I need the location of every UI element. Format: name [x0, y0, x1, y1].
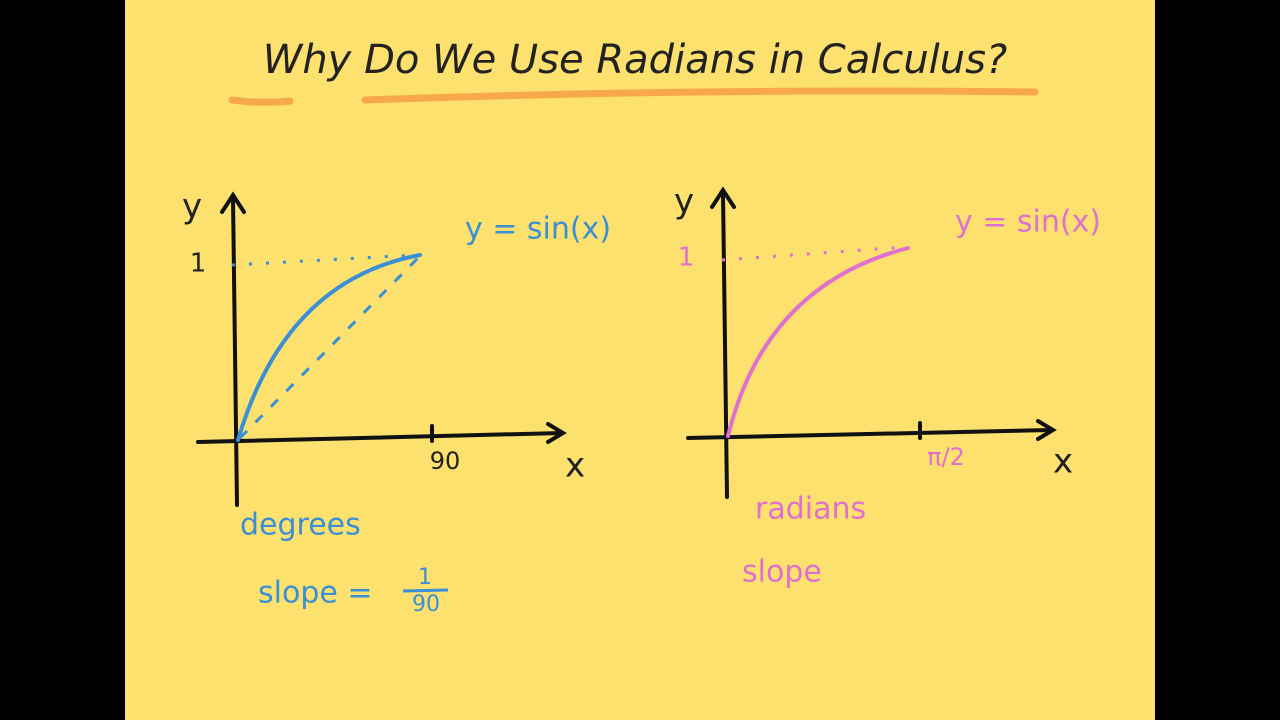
curve-label: y = sin(x) — [955, 205, 1101, 240]
x-tick-label: 90 — [430, 447, 461, 475]
curve-label: y = sin(x) — [465, 212, 611, 247]
y-axis — [721, 191, 729, 499]
title-underline — [361, 87, 1039, 104]
board — [125, 0, 1155, 720]
radians-panel: y 1 y = sin(x) π/2 x radians slope — [674, 182, 1101, 590]
unit-label: degrees — [240, 508, 361, 543]
y-axis — [231, 196, 239, 507]
degrees-panel: y 1 y = sin(x) 90 x degrees slope = 1 90 — [182, 187, 611, 618]
slope-denominator: 90 — [412, 592, 440, 617]
y-arrow — [710, 186, 736, 209]
x-arrow — [546, 422, 567, 444]
title-underline — [228, 96, 294, 106]
fraction-bar — [402, 588, 449, 593]
sine-curve — [726, 246, 910, 438]
x-tick-label: π/2 — [927, 443, 965, 471]
title: Why Do We Use Radians in Calculus? — [263, 37, 1007, 83]
y-label: y — [674, 182, 694, 222]
sine-curve — [236, 253, 422, 442]
x-label: x — [565, 446, 585, 486]
x-label: x — [1053, 442, 1073, 482]
y-label: y — [182, 187, 202, 227]
y-arrow — [220, 191, 246, 214]
x-arrow — [1036, 419, 1057, 441]
x-axis — [686, 428, 1054, 440]
y-tick-label: 1 — [190, 249, 207, 279]
slope-label: slope — [742, 555, 822, 590]
x-axis — [196, 431, 564, 444]
slope-numerator: 1 — [418, 565, 432, 590]
slope-label: slope = — [258, 576, 373, 611]
unit-label: radians — [755, 492, 866, 527]
y-tick-label: 1 — [678, 243, 695, 273]
